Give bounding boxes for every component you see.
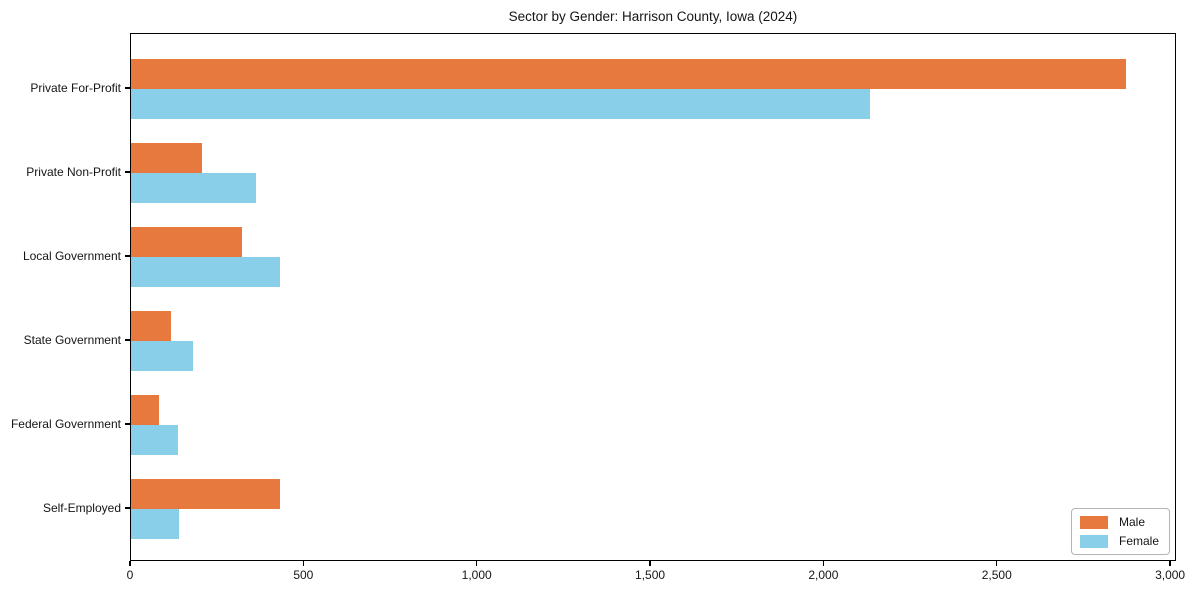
x-tick-3000 (1169, 561, 1171, 566)
y-axis-label-self-employed: Self-Employed (42, 501, 121, 515)
bar-male-federal-government (131, 395, 159, 425)
bar-male-private-for-profit (131, 59, 1126, 89)
x-axis-label-3000: 3,000 (1155, 568, 1186, 582)
bar-female-private-non-profit (131, 173, 256, 203)
y-axis-label-state-government: State Government (23, 333, 121, 347)
legend-label-female: Female (1118, 534, 1159, 548)
bar-male-state-government (131, 311, 171, 341)
y-tick-state-government (125, 339, 130, 341)
legend-label-male: Male (1118, 515, 1145, 529)
x-axis-label-1000: 1,000 (461, 568, 492, 582)
x-tick-1000 (476, 561, 478, 566)
x-tick-2000 (822, 561, 825, 566)
x-tick-2500 (996, 561, 998, 566)
bar-female-local-government (131, 257, 280, 287)
chart-title: Sector by Gender: Harrison County, Iowa … (508, 9, 798, 24)
bar-male-private-non-profit (131, 143, 202, 173)
legend-entry-male: Male (1079, 515, 1159, 529)
y-tick-self-employed (125, 507, 130, 509)
plot-area: Male Female (130, 33, 1176, 561)
y-axis-label-private-for-profit: Private For-Profit (30, 81, 121, 95)
x-axis-label-0: 0 (126, 568, 134, 582)
bar-female-private-for-profit (131, 89, 870, 119)
bar-female-self-employed (131, 509, 180, 539)
y-tick-local-government (125, 255, 130, 257)
y-axis-label-private-non-profit: Private Non-Profit (26, 165, 121, 179)
bar-male-self-employed (131, 479, 280, 509)
y-axis-label-federal-government: Federal Government (10, 417, 121, 431)
x-tick-0 (129, 561, 131, 566)
x-axis-label-500: 500 (293, 568, 314, 582)
x-axis-label-2000: 2,000 (808, 568, 839, 582)
legend-swatch-male (1079, 515, 1108, 529)
y-tick-federal-government (125, 423, 130, 425)
y-tick-private-non-profit (125, 171, 130, 173)
legend-swatch-female (1079, 534, 1108, 548)
bar-female-state-government (131, 341, 194, 371)
x-axis-label-2500: 2,500 (981, 568, 1012, 582)
y-axis-label-local-government: Local Government (22, 249, 121, 263)
bar-female-federal-government (131, 425, 178, 455)
legend: Male Female (1070, 508, 1170, 555)
x-axis-label-1500: 1,500 (635, 568, 666, 582)
x-tick-500 (302, 561, 305, 566)
bar-male-local-government (131, 227, 242, 257)
y-tick-private-for-profit (125, 87, 130, 89)
x-tick-1500 (649, 561, 651, 566)
legend-entry-female: Female (1079, 534, 1159, 548)
